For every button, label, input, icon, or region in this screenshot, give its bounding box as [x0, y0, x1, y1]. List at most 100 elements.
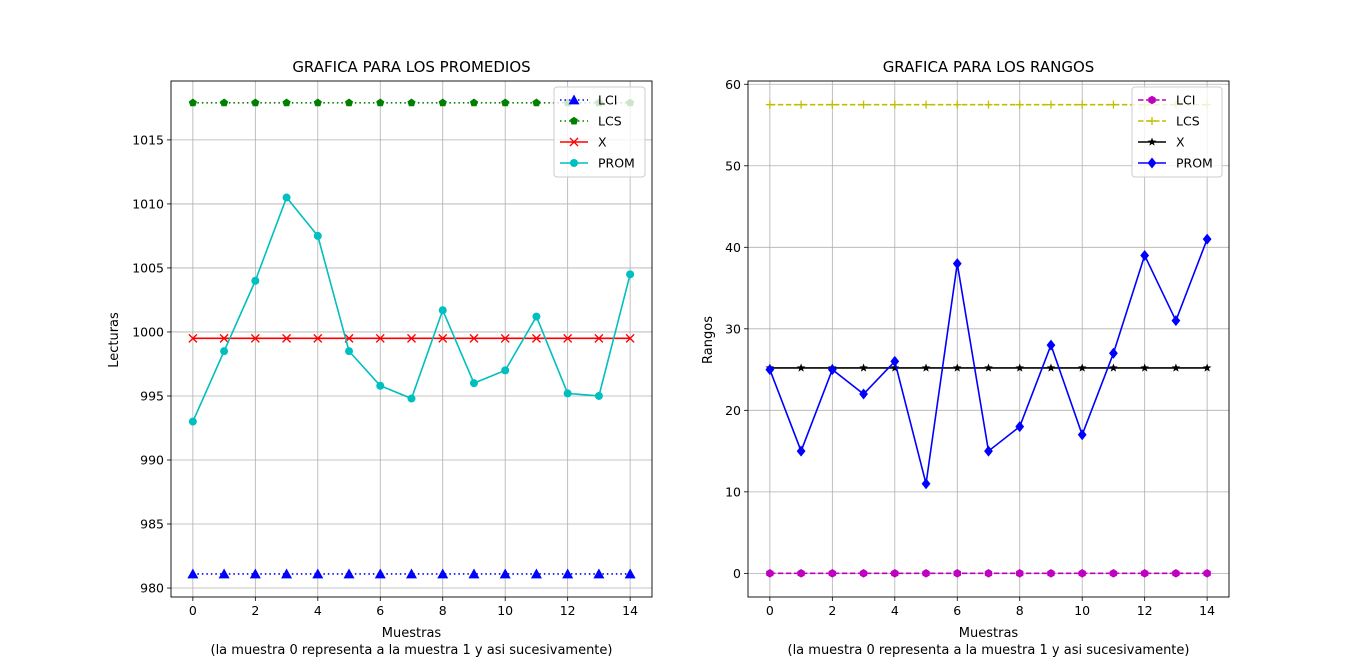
data-point: [251, 276, 260, 285]
data-point: [921, 478, 931, 490]
legend-entry: LCI: [1138, 93, 1195, 108]
data-point: [921, 363, 931, 372]
data-point: [282, 98, 291, 107]
data-point-stroke: [531, 333, 541, 343]
data-point: [218, 568, 230, 579]
data-point: [468, 568, 480, 579]
data-point: [624, 568, 636, 579]
legend: LCI LCS X PROM: [553, 86, 646, 178]
plot-frame: [747, 80, 1230, 598]
data-point: [625, 333, 635, 343]
data-point: [859, 363, 868, 372]
data-point: [952, 258, 962, 270]
data-point: [188, 98, 197, 107]
data-point-stroke: [407, 333, 416, 343]
legend-entry: X: [1138, 135, 1185, 150]
legend-marker: [568, 94, 580, 105]
data-point: [563, 389, 572, 398]
data-point: [469, 379, 478, 388]
legend-label: LCS: [598, 114, 622, 129]
legend-label: LCI: [1176, 93, 1195, 108]
data-point: [1140, 363, 1149, 372]
y-axis-label: Lecturas: [107, 312, 122, 368]
data-point: [530, 568, 542, 579]
legend-box: [1131, 86, 1223, 178]
y-axis-label: Rangos: [701, 316, 716, 364]
chart-rangos: GRAFICA PARA LOS RANGOS Muestras (la mue…: [701, 58, 1230, 658]
x-tick-label: 2: [251, 603, 259, 618]
data-point: [765, 364, 775, 376]
x-tick-label: 10: [1074, 603, 1090, 618]
legend-box: [553, 86, 646, 178]
data-point: [501, 366, 510, 375]
y-tick-label: 990: [140, 452, 164, 467]
data-point-stroke: [313, 333, 323, 343]
legend-marker: [569, 137, 579, 147]
x-tick-label: 6: [953, 603, 961, 618]
x-tick-label: 14: [622, 603, 638, 618]
series: [187, 98, 636, 579]
data-point: [922, 569, 930, 578]
data-point: [1109, 569, 1118, 578]
data-point: [220, 98, 229, 107]
x-axis-note: (la muestra 0 representa a la muestra 1 …: [211, 643, 613, 658]
data-point: [796, 363, 806, 372]
y-tick-label: 980: [140, 581, 164, 596]
data-point: [1171, 315, 1181, 327]
data-point: [437, 568, 449, 579]
data-point: [593, 568, 605, 579]
series-lci: [766, 569, 1211, 578]
data-point: [1077, 363, 1087, 372]
y-tick-label: 60: [725, 77, 741, 92]
legend: LCI LCS X PROM: [1131, 86, 1223, 178]
data-point: [407, 394, 416, 403]
data-point: [1202, 363, 1212, 372]
data-point: [251, 98, 260, 107]
y-tick-label: 40: [725, 240, 741, 255]
legend-marker: [1147, 157, 1157, 169]
data-point: [188, 333, 198, 343]
data-point: [765, 100, 774, 109]
data-point: [890, 355, 900, 367]
data-point: [1140, 249, 1150, 261]
data-point: [859, 388, 868, 400]
legend-marker: [569, 116, 579, 125]
data-point: [1016, 569, 1024, 578]
data-point: [344, 98, 354, 107]
data-point: [1109, 363, 1118, 372]
legend-label: LCI: [598, 93, 617, 108]
x-tick-label: 12: [560, 603, 576, 618]
data-point: [1109, 347, 1118, 359]
data-point: [343, 568, 355, 579]
data-point: [1172, 569, 1180, 578]
data-point: [282, 193, 291, 202]
data-point: [1015, 421, 1025, 433]
legend-label: LCS: [1176, 114, 1200, 129]
axes: 0 2 4 6 8 10 12 14 0 10 20 30 40 50 60: [725, 77, 1230, 618]
data-point: [1046, 363, 1056, 372]
y-tick-label: 1010: [132, 196, 164, 211]
data-point: [859, 569, 868, 578]
data-point: [501, 98, 510, 107]
data-point: [890, 363, 900, 372]
data-point: [312, 568, 324, 579]
x-tick-label: 8: [1016, 603, 1024, 618]
plot-frame: [170, 80, 653, 598]
chart-title: GRAFICA PARA LOS RANGOS: [883, 58, 1095, 76]
y-tick-label: 30: [725, 321, 741, 336]
data-point: [1015, 363, 1025, 372]
data-point: [219, 333, 229, 343]
legend-entry: LCI: [560, 93, 617, 108]
data-point: [313, 231, 322, 240]
data-point: [438, 98, 447, 107]
data-point: [626, 270, 635, 279]
data-point: [1046, 339, 1056, 351]
data-point: [1171, 363, 1181, 372]
data-point: [1140, 569, 1149, 578]
data-point: [984, 100, 993, 109]
data-point: [984, 363, 993, 372]
data-point-stroke: [219, 333, 229, 343]
axes: 0 2 4 6 8 10 12 14 980 985 990 995 1000 1005 1010 1015: [132, 80, 653, 618]
x-axis-note: (la muestra 0 representa a la muestra 1 …: [788, 643, 1190, 658]
data-point: [1015, 100, 1024, 109]
